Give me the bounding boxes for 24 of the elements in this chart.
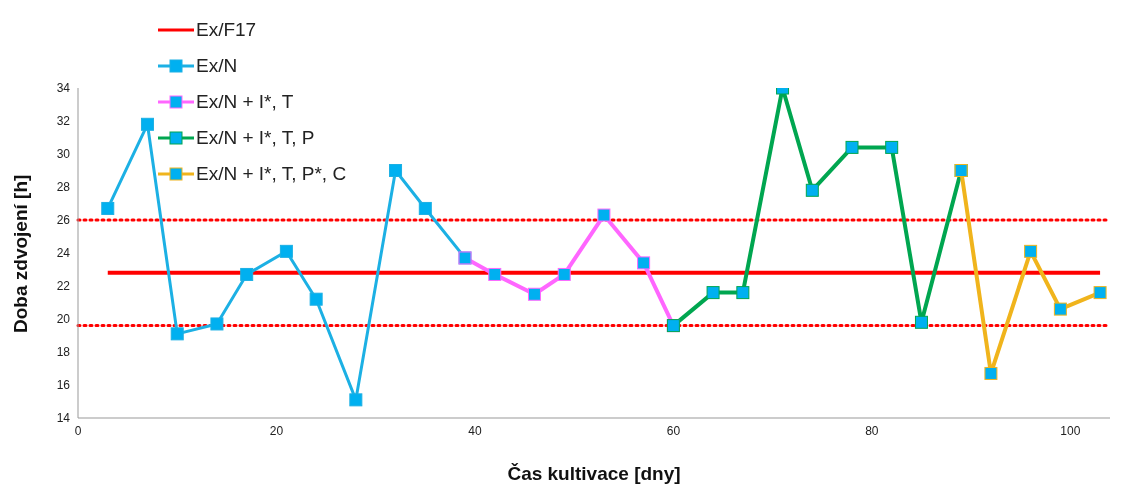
x-tick-label: 100 (1060, 423, 1081, 438)
legend-label: Ex/N (196, 55, 238, 77)
x-axis-title: Čas kultivace [dny] (507, 463, 681, 484)
x-tick-label: 0 (74, 423, 82, 438)
y-tick-label: 26 (56, 213, 71, 228)
x-tick-label: 60 (666, 423, 681, 438)
y-tick-label: 30 (56, 147, 71, 162)
legend-label: Ex/N + I*, T (196, 91, 294, 113)
legend-label: Ex/N + I*, T, P*, C (196, 163, 347, 185)
legend-label: Ex/N + I*, T, P (196, 127, 315, 149)
x-tick-label: 80 (865, 423, 879, 438)
y-tick-label: 22 (56, 279, 71, 294)
y-tick-label: 20 (56, 312, 71, 327)
y-tick-label: 14 (56, 411, 71, 426)
y-tick-label: 34 (56, 81, 71, 96)
x-tick-label: 20 (269, 423, 284, 438)
y-axis-title: Doba zdvojení [h] (9, 174, 31, 333)
legend-label: Ex/F17 (196, 19, 257, 41)
y-tick-label: 32 (56, 114, 71, 129)
y-tick-label: 24 (56, 246, 71, 261)
y-tick-label: 28 (56, 180, 71, 195)
y-tick-label: 16 (56, 378, 71, 393)
x-tick-label: 40 (468, 423, 482, 438)
y-tick-label: 18 (56, 345, 71, 360)
